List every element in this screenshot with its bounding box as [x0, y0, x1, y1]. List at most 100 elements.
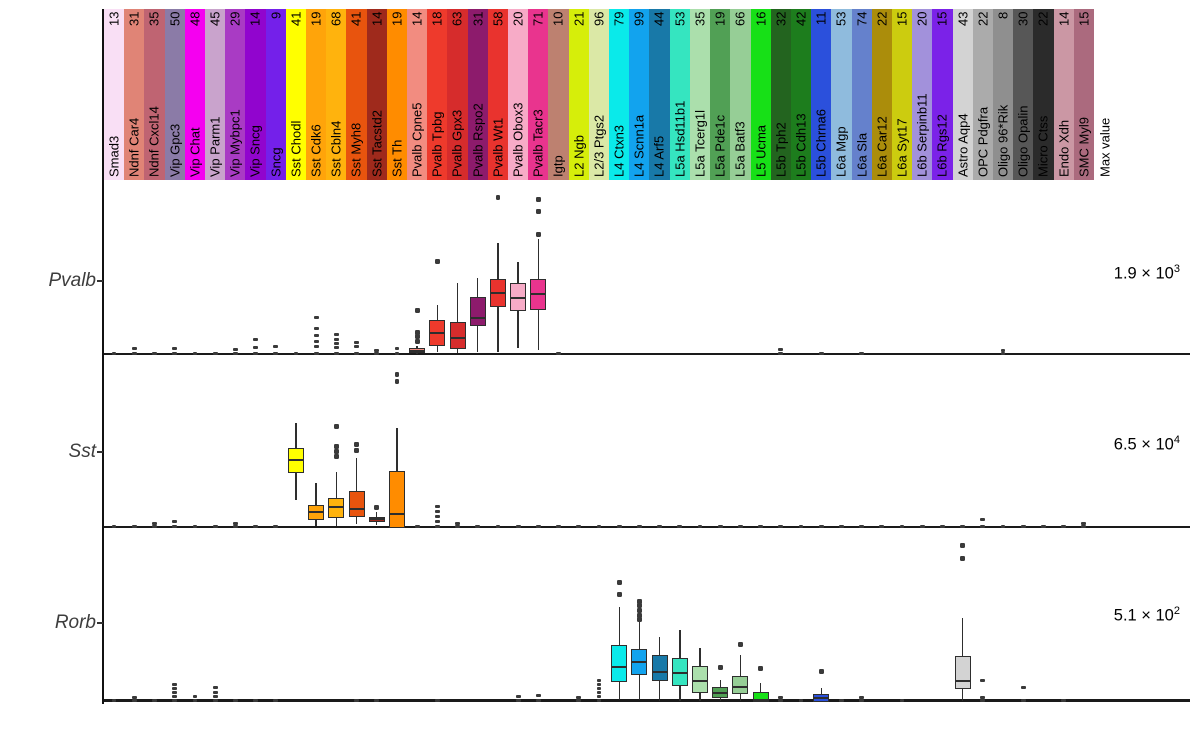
cluster-column-label: Pvalb Wt1 58 [488, 9, 508, 180]
cluster-column-label: Vip Gpc3 50 [165, 9, 185, 180]
cluster-column-ndnf-car4: Ndnf Car4 31 [124, 9, 145, 180]
outlier-point [960, 556, 966, 561]
cluster-cell-count: 14 [248, 12, 264, 27]
near-zero-marker [273, 698, 279, 702]
median-line [692, 679, 709, 682]
cluster-cell-count: 14 [369, 12, 385, 27]
cluster-name: Ndnf Car4 [126, 117, 142, 177]
near-zero-marker [192, 698, 198, 702]
gene-axis-tick [97, 622, 103, 624]
cluster-column-pvalb-wt1: Pvalb Wt1 58 [487, 9, 509, 180]
outlier-point [535, 232, 541, 237]
near-zero-marker [172, 694, 178, 698]
near-zero-marker [313, 333, 319, 337]
near-zero-marker [1081, 521, 1087, 525]
near-zero-marker [637, 524, 642, 528]
cluster-name: Pvalb Gpx3 [450, 109, 466, 177]
near-zero-marker [192, 351, 198, 355]
cluster-name: Astro Aqp4 [955, 113, 971, 177]
cluster-column-pvalb-obox3: Pvalb Obox3 20 [508, 9, 529, 180]
near-zero-marker [434, 519, 440, 523]
cluster-column-label: OPC Pdgfra 22 [973, 9, 993, 180]
cluster-column-l6a-sla: L6a Sla 74 [851, 9, 872, 180]
near-zero-marker [596, 524, 602, 528]
near-zero-marker [354, 698, 359, 702]
outlier-point [333, 449, 339, 454]
cluster-column-l5a-batf3: L5a Batf3 66 [730, 9, 751, 180]
near-zero-marker [899, 698, 905, 702]
cluster-name: SMC Myl9 [1076, 117, 1092, 177]
cluster-column-l5b-tph2: L5b Tph2 32 [770, 9, 791, 180]
cluster-column-label: L6a Sla 74 [852, 9, 872, 180]
cluster-column-label: L5a Pde1c 19 [710, 9, 730, 180]
near-zero-marker [253, 337, 258, 341]
cluster-cell-count: 53 [833, 12, 849, 27]
near-zero-marker [313, 344, 319, 348]
cluster-column-l2-ngb: L2 Ngb 21 [568, 9, 589, 180]
cluster-column-endo-xdh: Endo Xdh 14 [1053, 9, 1074, 180]
cluster-cell-count: 14 [1056, 12, 1072, 27]
cluster-column-label: Vip Sncg 14 [245, 9, 265, 180]
near-zero-marker [212, 698, 218, 702]
outlier-point [354, 448, 359, 453]
near-zero-marker [111, 524, 117, 528]
max-value-exponent: 2 [1173, 605, 1180, 617]
gene-axis-tick [97, 280, 103, 282]
near-zero-marker [859, 698, 865, 702]
near-zero-marker [576, 695, 582, 699]
cluster-column-l4-ctxn3: L4 Ctxn3 79 [609, 9, 630, 180]
near-zero-marker [131, 346, 137, 350]
whisker [456, 283, 459, 353]
near-zero-marker [212, 685, 218, 689]
cluster-cell-count: 50 [167, 12, 183, 27]
near-zero-marker [596, 678, 602, 682]
near-zero-marker [354, 340, 359, 344]
cluster-name: L5b Tph2 [773, 122, 789, 177]
cluster-name: L5b Chrna6 [813, 109, 829, 177]
cluster-cell-count: 41 [349, 12, 365, 27]
median-line [287, 458, 304, 461]
cluster-cell-count: 53 [672, 12, 688, 27]
near-zero-marker [515, 694, 521, 698]
cluster-name: L5a Pde1c [712, 114, 728, 177]
cluster-column-l5-ucma: L5 Ucma 16 [750, 9, 771, 180]
outlier-point [758, 666, 764, 671]
near-zero-marker [798, 698, 804, 702]
cluster-name: Sst Chodl [288, 120, 304, 177]
near-zero-marker [172, 698, 178, 702]
near-zero-marker [394, 351, 400, 355]
cluster-column-l6a-mgp: L6a Mgp 53 [831, 9, 852, 180]
x-axis-sst [104, 526, 1190, 528]
median-line [712, 691, 729, 694]
cluster-column-vip-parm1: Vip Parm1 45 [205, 9, 226, 180]
cluster-column-astro-aqp4: Astro Aqp4 43 [952, 9, 973, 180]
near-zero-marker [495, 524, 501, 528]
near-zero-marker [374, 351, 380, 355]
near-zero-marker [253, 698, 258, 702]
cluster-column-l5b-chrna6: L5b Chrna6 11 [811, 9, 832, 180]
outlier-point [616, 592, 622, 597]
cluster-column-l5b-cdh13: L5b Cdh13 42 [790, 9, 812, 180]
near-zero-marker [940, 524, 945, 528]
cluster-column-micro-ctss: Micro Ctss 22 [1033, 9, 1054, 180]
cluster-column-sst-chodl: Sst Chodl 41 [285, 9, 307, 180]
cluster-column-label: Vip Parm1 45 [205, 9, 225, 180]
cluster-column-label: Micro Ctss 22 [1033, 9, 1053, 180]
cluster-name: Oligo Opalin [1015, 105, 1031, 177]
cluster-cell-count: 18 [429, 12, 445, 27]
near-zero-marker [535, 693, 541, 697]
near-zero-marker [212, 351, 218, 355]
cluster-name: L6a Mgp [833, 126, 849, 177]
max-value-header-label: Max value [1094, 9, 1116, 180]
cluster-column-label: Pvalb Tpbg 18 [427, 9, 447, 180]
near-zero-marker [273, 524, 279, 528]
near-zero-marker [980, 698, 986, 702]
cluster-column-l5a-tcerg1l: L5a Tcerg1l 35 [689, 9, 711, 180]
cluster-column-vip-mybpc1: Vip Mybpc1 29 [225, 9, 246, 180]
cluster-name: Sncg [268, 147, 284, 177]
outlier-point [414, 334, 420, 339]
near-zero-marker [313, 315, 319, 319]
outlier-point [738, 642, 743, 647]
near-zero-marker [839, 524, 844, 528]
near-zero-marker [354, 344, 359, 348]
